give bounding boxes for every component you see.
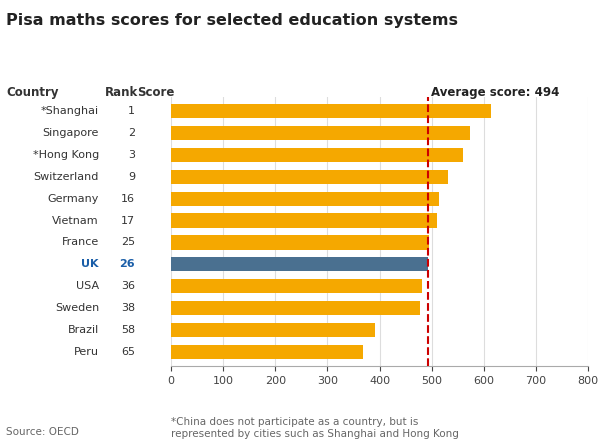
Bar xyxy=(171,257,428,272)
Text: Singapore: Singapore xyxy=(43,128,99,138)
Text: Switzerland: Switzerland xyxy=(34,172,99,182)
Text: *Shanghai: *Shanghai xyxy=(41,106,99,116)
Text: France: France xyxy=(62,237,99,247)
Text: 3: 3 xyxy=(128,150,135,160)
Text: 65: 65 xyxy=(121,347,135,357)
Bar xyxy=(171,323,375,337)
Bar xyxy=(171,279,422,293)
Text: Pisa maths scores for selected education systems: Pisa maths scores for selected education… xyxy=(6,13,458,28)
Bar xyxy=(171,104,491,118)
Text: 9: 9 xyxy=(128,172,135,182)
Text: Average score: 494: Average score: 494 xyxy=(431,86,560,99)
Text: Country: Country xyxy=(6,86,59,99)
Bar xyxy=(171,235,429,250)
Text: 25: 25 xyxy=(121,237,135,247)
Text: 58: 58 xyxy=(121,325,135,335)
Bar xyxy=(171,170,448,184)
Text: Peru: Peru xyxy=(74,347,99,357)
Text: 1: 1 xyxy=(128,106,135,116)
Text: 26: 26 xyxy=(119,259,135,269)
Text: Sweden: Sweden xyxy=(55,303,99,313)
Text: Score: Score xyxy=(137,86,174,99)
Text: 36: 36 xyxy=(121,281,135,291)
Text: 38: 38 xyxy=(121,303,135,313)
Text: Source: OECD: Source: OECD xyxy=(6,426,79,437)
Text: 16: 16 xyxy=(121,194,135,204)
Text: *China does not participate as a country, but is
represented by cities such as S: *China does not participate as a country… xyxy=(171,417,459,439)
Bar xyxy=(171,301,420,315)
Text: Brazil: Brazil xyxy=(68,325,99,335)
Text: USA: USA xyxy=(76,281,99,291)
Text: Rank: Rank xyxy=(105,86,138,99)
Text: Vietnam: Vietnam xyxy=(52,216,99,226)
Bar xyxy=(171,126,470,140)
Bar xyxy=(171,191,439,206)
Text: 17: 17 xyxy=(121,216,135,226)
Text: *Hong Kong: *Hong Kong xyxy=(33,150,99,160)
Text: Germany: Germany xyxy=(47,194,99,204)
Text: 2: 2 xyxy=(128,128,135,138)
Bar xyxy=(171,213,437,228)
Text: UK: UK xyxy=(82,259,99,269)
Bar xyxy=(171,148,463,162)
Bar xyxy=(171,345,363,359)
